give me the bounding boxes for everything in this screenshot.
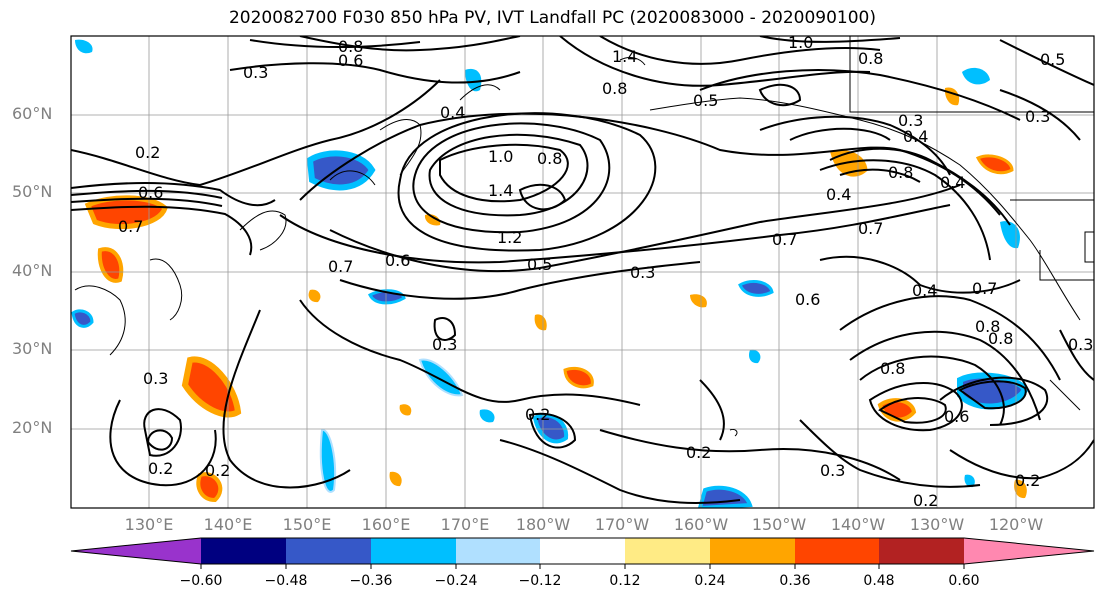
contour-label: 0.5: [1040, 50, 1065, 69]
contour-label: 0.3: [898, 111, 923, 130]
contour-label: 0.6: [944, 407, 969, 426]
contour-label: 0.8: [858, 49, 883, 68]
colorbar-tick-label: −0.48: [264, 573, 308, 589]
lon-label: 150°W: [751, 515, 807, 534]
contour-label: 0.2: [135, 143, 160, 162]
contour-label: 0.4: [826, 185, 851, 204]
graticule: [71, 36, 1094, 508]
colorbar: [70, 537, 1095, 569]
contour-label: 0.7: [118, 217, 143, 236]
colorbar-tick-label: −0.24: [434, 573, 478, 589]
colorbar-segment: [371, 538, 456, 564]
contour-label: 0.7: [772, 230, 797, 249]
colorbar-segment: [71, 538, 201, 564]
contour-label: 0.2: [913, 491, 938, 510]
contour-label: 0.2: [1015, 471, 1040, 490]
contour-label: 0.3: [243, 63, 268, 82]
lon-label: 160°E: [361, 515, 411, 534]
colorbar-segment: [795, 538, 879, 564]
contour-label: 0.5: [693, 91, 718, 110]
lon-label: 140°E: [203, 515, 253, 534]
contour-label: 0.6: [338, 51, 363, 70]
contour-label: 0.4: [440, 103, 465, 122]
contour-label: 0.8: [880, 359, 905, 378]
colorbar-segment: [456, 538, 540, 564]
colorbar-tick-label: 0.36: [779, 573, 811, 589]
lat-label: 60°N: [12, 104, 53, 123]
colorbar-tick-label: 0.12: [609, 573, 641, 589]
colorbar-tick-label: −0.60: [179, 573, 223, 589]
contour-label: 0.6: [138, 183, 163, 202]
lon-label: 140°W: [830, 515, 886, 534]
contour-label: 1.2: [497, 228, 522, 247]
contour-label: 0.6: [795, 290, 820, 309]
pv-contours: [71, 36, 1094, 504]
lon-label: 130°W: [909, 515, 965, 534]
lon-label: 160°W: [673, 515, 729, 534]
lon-label: 120°W: [988, 515, 1044, 534]
contour-label: 0.4: [903, 127, 928, 146]
contour-label-group: 0.8 0.6 1.4 1.0 0.8 0.5 0.3 0.8 0.5 0.4 …: [118, 33, 1093, 510]
contour-label: 0.8: [888, 163, 913, 182]
contour-label: 0.7: [972, 279, 997, 298]
contour-label: 0.8: [537, 149, 562, 168]
colorbar-tick-label: 0.48: [863, 573, 895, 589]
lat-label: 20°N: [12, 418, 53, 437]
colorbar-segment: [201, 538, 286, 564]
lon-label: 180°W: [515, 515, 571, 534]
contour-label: 0.5: [527, 255, 552, 274]
contour-label: 0.8: [338, 37, 363, 56]
shaded-anomaly-fields: [71, 39, 1029, 508]
contour-label: 0.8: [988, 329, 1013, 348]
contour-label: 1.4: [488, 181, 513, 200]
lat-label: 30°N: [12, 339, 53, 358]
lon-label: 170°E: [440, 515, 490, 534]
colorbar-segment: [879, 538, 964, 564]
colorbar-segment: [286, 538, 371, 564]
contour-label: 0.4: [940, 173, 965, 192]
colorbar-tick-label: 0.60: [948, 573, 980, 589]
contour-label: 0.3: [820, 461, 845, 480]
contour-label: 0.3: [630, 263, 655, 282]
colorbar-segment: [964, 538, 1094, 564]
colorbar-segment: [710, 538, 795, 564]
contour-label: 0.2: [148, 459, 173, 478]
contour-label: 0.7: [328, 257, 353, 276]
map-frame: [70, 35, 1095, 509]
contour-label: 1.0: [788, 33, 813, 52]
contour-label: 0.3: [143, 369, 168, 388]
map-title: 2020082700 F030 850 hPa PV, IVT Landfall…: [228, 8, 876, 28]
coastlines: [74, 36, 1094, 437]
colorbar-tick-label: −0.12: [518, 573, 562, 589]
contour-label: 0.2: [686, 443, 711, 462]
contour-label: 0.7: [858, 219, 883, 238]
contour-label: 0.2: [205, 461, 230, 480]
contour-label: 1.0: [488, 147, 513, 166]
colorbar-segment: [625, 538, 710, 564]
lat-label: 50°N: [12, 182, 53, 201]
map-panel: 0.8 0.6 1.4 1.0 0.8 0.5 0.3 0.8 0.5 0.4 …: [71, 33, 1094, 510]
contour-label: 0.2: [525, 405, 550, 424]
colorbar-tick-label: −0.36: [349, 573, 393, 589]
lon-label: 170°W: [594, 515, 650, 534]
contour-label: 0.4: [912, 281, 937, 300]
lat-label: 40°N: [12, 261, 53, 280]
contour-label: 0.6: [385, 251, 410, 270]
contour-label: 0.3: [432, 335, 457, 354]
contour-label: 0.8: [975, 317, 1000, 336]
colorbar-ticks: [200, 564, 965, 569]
contour-label: 1.4: [612, 47, 637, 66]
contour-label: 0.3: [1025, 107, 1050, 126]
lon-label: 150°E: [282, 515, 332, 534]
contour-label: 0.8: [602, 79, 627, 98]
contour-label: 0.3: [1068, 335, 1093, 354]
lon-label: 130°E: [124, 515, 174, 534]
colorbar-tick-label: 0.24: [694, 573, 726, 589]
colorbar-segment: [540, 538, 625, 564]
